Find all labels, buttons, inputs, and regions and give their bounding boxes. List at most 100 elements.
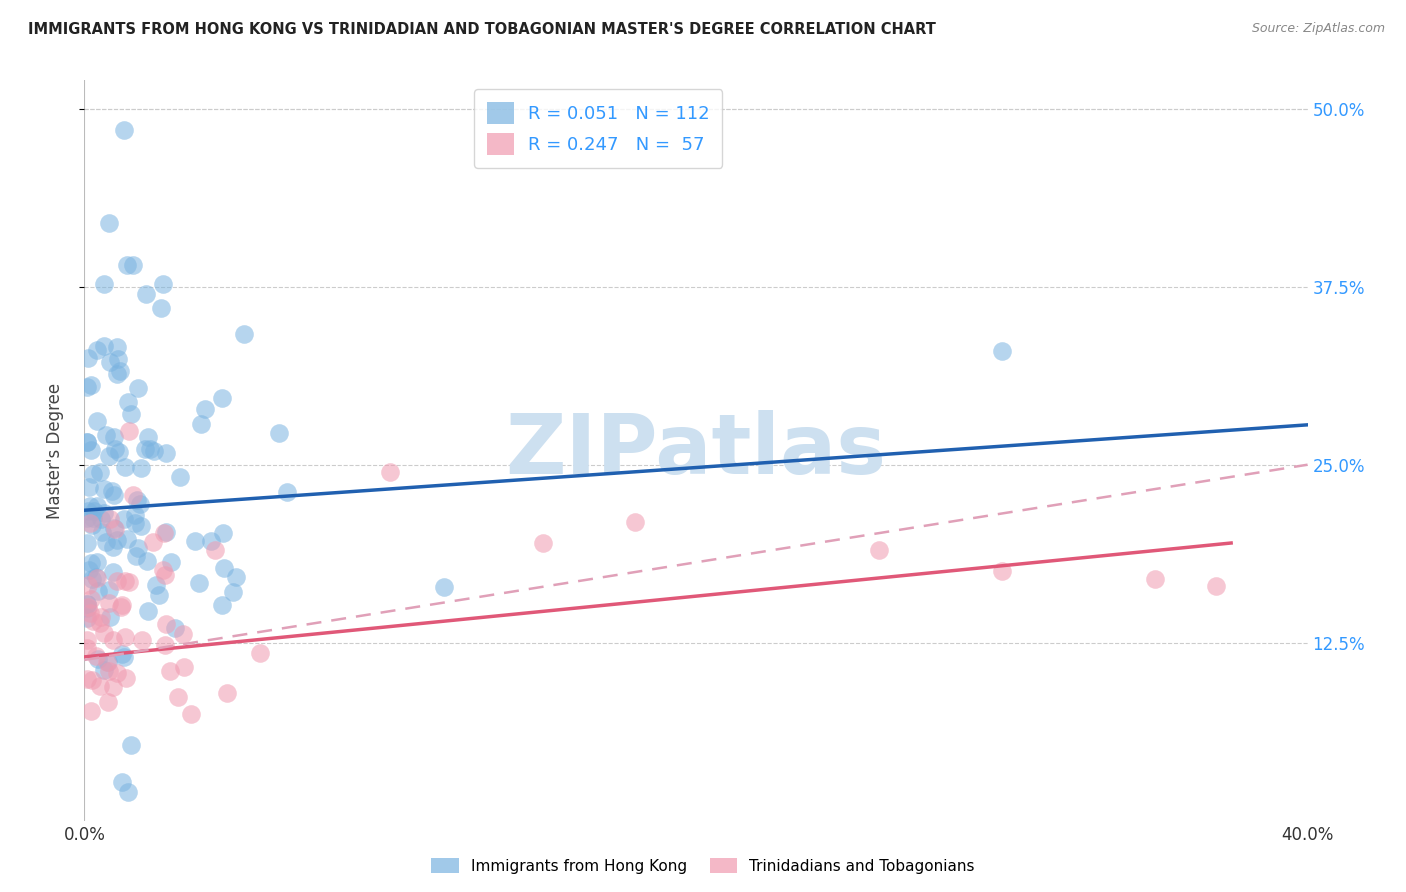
Point (96, 655, 118, 669)
Point (111, 598, 134, 612)
Point (101, 680, 124, 694)
Point (153, 639, 176, 653)
Point (112, 123, 135, 137)
Point (148, 588, 170, 602)
Point (190, 417, 212, 432)
Point (211, 392, 233, 406)
Point (82, 511, 104, 525)
Point (76, 434, 98, 449)
Point (104, 442, 127, 457)
Point (114, 459, 136, 474)
Point (93, 506, 115, 520)
Point (159, 555, 181, 569)
Point (105, 533, 128, 547)
Point (98, 583, 121, 598)
Point (103, 521, 125, 535)
Point (114, 630, 136, 644)
Point (76, 536, 98, 550)
Point (172, 627, 194, 641)
Point (180, 707, 202, 722)
Point (89, 616, 111, 631)
Point (114, 574, 136, 588)
Point (117, 574, 139, 589)
Point (90, 512, 112, 526)
Point (76, 380, 98, 394)
Point (1143, 572, 1166, 586)
Point (173, 660, 195, 674)
Point (93, 625, 115, 640)
Point (149, 301, 172, 315)
Point (90, 610, 112, 624)
Point (97, 216, 120, 230)
Point (217, 686, 239, 700)
Point (129, 496, 152, 510)
Point (188, 575, 211, 590)
Point (98, 512, 121, 526)
Point (184, 533, 207, 548)
Point (115, 671, 138, 685)
Point (125, 549, 148, 563)
Point (136, 604, 159, 618)
Point (79, 516, 101, 531)
Point (152, 277, 174, 291)
Point (93, 663, 115, 677)
Point (111, 774, 134, 789)
Point (107, 340, 129, 354)
Point (98, 450, 121, 464)
Point (93, 277, 115, 291)
Point (93, 482, 115, 496)
Point (143, 443, 166, 458)
Point (89, 679, 111, 693)
Point (139, 442, 162, 456)
Point (79, 606, 101, 620)
Point (76, 633, 98, 648)
Point (136, 430, 159, 444)
Point (80, 556, 103, 570)
Point (531, 536, 554, 550)
Point (76, 672, 98, 686)
Point (212, 525, 235, 540)
Point (991, 565, 1014, 579)
Point (163, 621, 186, 635)
Point (269, 425, 291, 440)
Text: IMMIGRANTS FROM HONG KONG VS TRINIDADIAN AND TOBAGONIAN MASTER'S DEGREE CORRELAT: IMMIGRANTS FROM HONG KONG VS TRINIDADIAN… (28, 22, 936, 37)
Point (125, 492, 148, 507)
Point (86, 554, 108, 568)
Point (103, 429, 125, 443)
Point (77, 351, 100, 365)
Point (96, 428, 118, 442)
Point (86, 570, 108, 584)
Point (127, 541, 149, 555)
Point (155, 524, 177, 539)
Point (233, 326, 256, 341)
Point (155, 567, 177, 582)
Text: ZIPatlas: ZIPatlas (506, 410, 886, 491)
Point (87, 584, 110, 599)
Point (124, 508, 146, 523)
Point (115, 532, 138, 546)
Point (117, 395, 139, 409)
Point (80, 592, 103, 607)
Point (79, 443, 101, 458)
Point (86, 499, 108, 513)
Point (93, 339, 115, 353)
Point (991, 343, 1014, 358)
Point (155, 446, 177, 460)
Text: Source: ZipAtlas.com: Source: ZipAtlas.com (1251, 22, 1385, 36)
Point (869, 543, 891, 558)
Point (105, 666, 128, 681)
Point (77, 578, 100, 592)
Point (167, 690, 190, 704)
Point (90, 524, 112, 539)
Point (98, 664, 121, 678)
Point (1205, 579, 1227, 593)
Point (118, 424, 141, 438)
Legend: Immigrants from Hong Kong, Trinidadians and Tobagonians: Immigrants from Hong Kong, Trinidadians … (425, 852, 981, 880)
Point (194, 401, 217, 416)
Point (76, 597, 98, 611)
Point (135, 286, 157, 301)
Point (97, 656, 120, 670)
Point (98, 610, 121, 624)
Point (101, 565, 124, 579)
Point (83, 504, 105, 518)
